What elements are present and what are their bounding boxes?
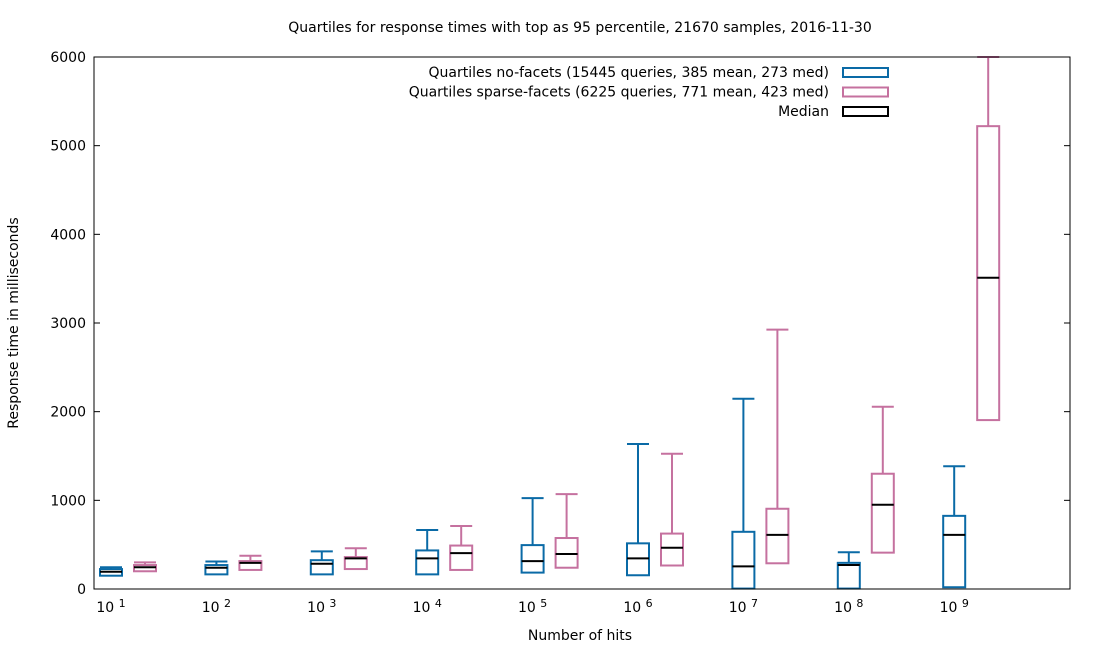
x-tick-label: 10 3: [307, 597, 336, 616]
x-tick-base: 10: [729, 600, 751, 616]
box-no-facets: [625, 443, 650, 577]
legend-swatch: [842, 86, 889, 98]
x-tick-exponent: 6: [646, 597, 653, 610]
box-sparse-facets: [133, 561, 157, 573]
y-tick-label: 3000: [50, 316, 86, 332]
quartile-box: [836, 561, 861, 590]
x-tick-base: 10: [834, 600, 856, 616]
box-sparse-facets: [765, 328, 790, 565]
plot-area-frame: [93, 56, 1071, 590]
x-tick-label: 10 8: [834, 597, 863, 616]
x-tick-base: 10: [307, 600, 329, 616]
x-tick-label: 10 2: [202, 597, 231, 616]
box-no-facets: [731, 397, 756, 590]
y-tick-label: 6000: [50, 50, 86, 66]
quartile-box: [204, 564, 229, 576]
y-tick-label: 2000: [50, 405, 86, 421]
y-tick-label: 0: [77, 582, 86, 598]
quartile-box: [765, 507, 790, 565]
x-tick-exponent: 1: [119, 597, 126, 610]
box-no-facets: [942, 465, 967, 589]
quartile-box: [343, 556, 368, 571]
quartile-box: [731, 530, 756, 590]
legend-label: Quartiles no-facets (15445 queries, 385 …: [429, 65, 829, 81]
box-sparse-facets: [659, 452, 684, 567]
legend-label: Quartiles sparse-facets (6225 queries, 7…: [409, 85, 829, 101]
legend: Quartiles no-facets (15445 queries, 385 …: [409, 65, 889, 120]
box-sparse-facets: [449, 525, 474, 571]
quartile-box: [659, 532, 684, 567]
x-tick-exponent: 7: [751, 597, 758, 610]
x-tick-base: 10: [623, 600, 645, 616]
x-axis-label: Number of hits: [528, 628, 632, 644]
box-no-facets: [415, 529, 440, 576]
quartile-box: [554, 537, 579, 569]
x-tick-exponent: 2: [224, 597, 231, 610]
x-tick-exponent: 3: [329, 597, 336, 610]
box-sparse-facets: [554, 493, 579, 569]
quartile-box: [942, 514, 967, 589]
quartile-box: [415, 549, 440, 576]
quartile-box: [238, 560, 263, 571]
box-sparse-facets: [870, 405, 895, 554]
box-no-facets: [309, 550, 334, 576]
box-sparse-facets: [976, 56, 1001, 422]
x-tick-base: 10: [96, 600, 118, 616]
x-tick-label: 10 5: [518, 597, 547, 616]
x-tick-label: 10 6: [623, 597, 652, 616]
x-tick-base: 10: [202, 600, 224, 616]
x-tick-base: 10: [518, 600, 540, 616]
legend-swatch: [842, 67, 889, 78]
legend-swatch: [842, 106, 889, 117]
x-tick-label: 10 1: [96, 597, 125, 616]
quartile-box: [449, 544, 474, 571]
x-tick-label: 10 9: [940, 597, 969, 616]
y-axis-label: Response time in milliseconds: [6, 217, 22, 428]
quartile-box: [309, 559, 334, 576]
x-axis-ticks: 10 1 10 2 10 3 10 4 10 5 10 6 10 7 10 8 10 9: [96, 597, 968, 616]
chart-title: Quartiles for response times with top as…: [288, 20, 871, 36]
x-tick-exponent: 9: [962, 597, 969, 610]
y-tick-label: 1000: [50, 493, 86, 509]
box-no-facets: [204, 560, 229, 576]
y-tick-label: 4000: [50, 227, 86, 243]
box-no-facets: [836, 551, 861, 590]
x-tick-base: 10: [413, 600, 435, 616]
x-tick-label: 10 7: [729, 597, 758, 616]
box-sparse-facets: [238, 554, 263, 571]
x-tick-label: 10 4: [413, 597, 442, 616]
legend-label: Median: [778, 104, 829, 120]
y-tick-label: 5000: [50, 139, 86, 155]
quartile-box: [870, 472, 895, 554]
quartile-box: [976, 125, 1001, 422]
box-sparse-facets: [343, 547, 368, 571]
quartile-box: [520, 544, 545, 574]
y-axis-ticks: 0 1000 2000 3000 4000 5000 6000: [50, 50, 1070, 598]
box-no-facets: [520, 497, 545, 574]
box-no-facets: [99, 566, 123, 577]
box-series: [99, 56, 1001, 590]
x-tick-exponent: 8: [856, 597, 863, 610]
x-tick-exponent: 5: [540, 597, 547, 610]
x-tick-base: 10: [940, 600, 962, 616]
x-tick-exponent: 4: [435, 597, 442, 610]
